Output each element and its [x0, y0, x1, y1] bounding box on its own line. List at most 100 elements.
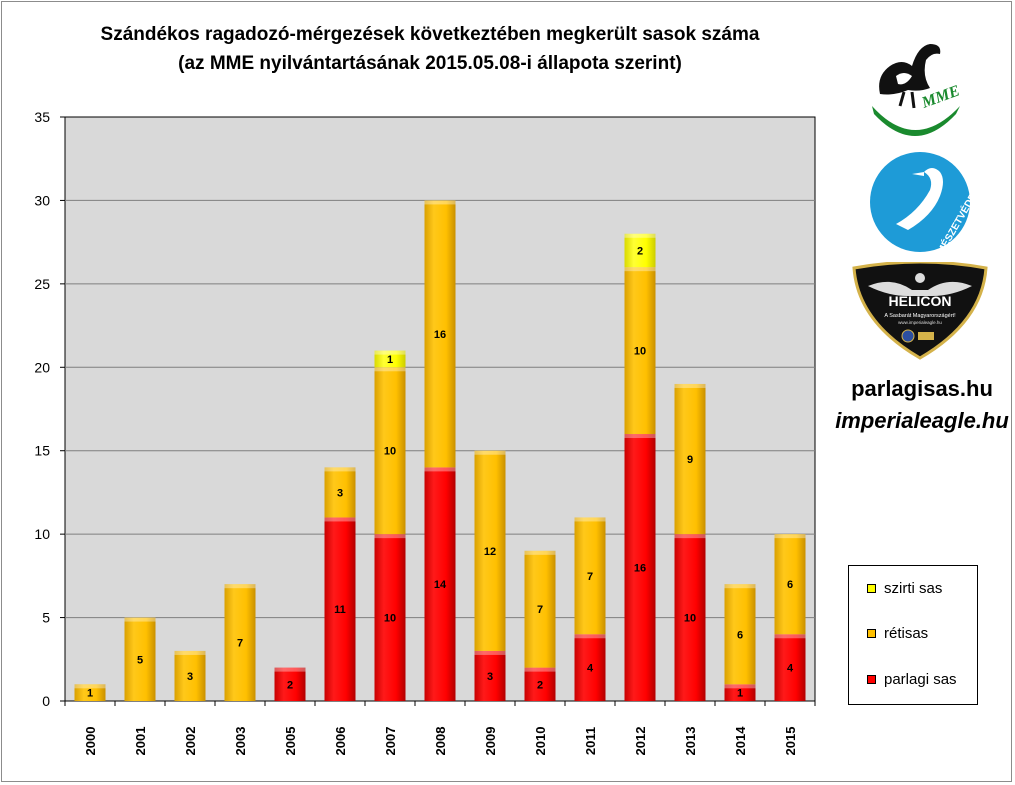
bar-segment-parlagi-sas-2010	[524, 667, 556, 701]
bar-segment-parlagi-sas-2006	[324, 517, 356, 701]
legend-swatch-szirti-sas	[867, 583, 876, 593]
bar-segment-retisas-2002	[174, 650, 206, 701]
bar-segment-szirti-sas-2012	[624, 233, 656, 268]
data-label-parlagi-sas-2013: 10	[684, 613, 696, 625]
mme-bird-legs	[898, 91, 916, 109]
data-label-retisas-2013: 9	[687, 454, 693, 466]
y-tick-label: 35	[34, 109, 50, 125]
y-tick-label: 0	[42, 693, 50, 709]
bar-retisas-2011	[574, 517, 606, 635]
chart-title: Szándékos ragadozó-mérgezések következté…	[40, 20, 820, 78]
legend-item-szirti-sas: szirti sas	[867, 578, 942, 598]
data-label-retisas-2006: 3	[337, 487, 343, 499]
x-tick-label-2001: 2001	[133, 727, 148, 756]
mme-green-arc	[872, 106, 960, 136]
bar-highlight	[374, 534, 406, 539]
site-link-parlagisas[interactable]: parlagisas.hu	[851, 376, 993, 401]
bar-retisas-2014	[724, 584, 756, 685]
bar-szirti-sas-2007	[374, 350, 406, 368]
bar-parlagi-sas-2007	[374, 534, 406, 701]
bar-segment-parlagi-sas-2012	[624, 434, 656, 701]
bar-parlagi-sas-2013	[674, 534, 706, 701]
bar-highlight	[424, 467, 456, 472]
bar-retisas-2007	[374, 367, 406, 535]
helicon-logo-text: HELICON	[889, 293, 952, 309]
bar-parlagi-sas-2008	[424, 467, 456, 701]
x-tick-label-2011: 2011	[583, 727, 598, 755]
legend-item-parlagi-sas: parlagi sas	[867, 669, 957, 689]
data-label-parlagi-sas-2009: 3	[487, 671, 493, 683]
bar-segment-retisas-2010	[524, 550, 556, 668]
x-tick-label-2013: 2013	[683, 727, 698, 756]
bar-segment-parlagi-sas-2015	[774, 634, 806, 701]
bar-highlight	[74, 684, 106, 689]
bar-segment-parlagi-sas-2011	[574, 634, 606, 701]
bar-highlight	[324, 517, 356, 522]
legend-label-parlagi-sas: parlagi sas	[884, 670, 957, 688]
x-tick-label-2000: 2000	[83, 727, 98, 756]
data-label-retisas-2011: 7	[587, 571, 593, 583]
bar-retisas-2003	[224, 584, 256, 701]
x-tick-label-2012: 2012	[633, 727, 648, 756]
bar-highlight	[574, 517, 606, 522]
bar-segment-retisas-2013	[674, 383, 706, 535]
legend-item-retisas: rétisas	[867, 623, 928, 643]
x-tick-label-2014: 2014	[733, 726, 748, 756]
bar-retisas-2009	[474, 450, 506, 651]
bar-highlight	[124, 617, 156, 622]
site-link-imperialeagle[interactable]: imperialeagle.hu	[835, 408, 1009, 433]
x-tick-label-2007: 2007	[383, 727, 398, 756]
data-label-retisas-2000: 1	[87, 688, 93, 700]
bar-parlagi-sas-2009	[474, 650, 506, 701]
bar-parlagi-sas-2005	[274, 667, 306, 701]
mme-bird-wing	[896, 73, 912, 85]
heron-logo-icon: TERMÉSZETVÉDELEM	[870, 152, 972, 254]
bar-parlagi-sas-2010	[524, 667, 556, 701]
data-label-parlagi-sas-2008: 14	[434, 579, 447, 591]
data-label-retisas-2008: 16	[434, 329, 446, 341]
bar-highlight	[374, 350, 406, 355]
bar-segment-parlagi-sas-2013	[674, 534, 706, 701]
y-tick-label: 15	[34, 443, 50, 459]
bar-retisas-2012	[624, 267, 656, 435]
x-tick-label-2009: 2009	[483, 727, 498, 756]
bar-highlight	[674, 383, 706, 388]
bar-highlight	[624, 233, 656, 238]
legend-label-retisas: rétisas	[884, 624, 929, 642]
eagle-shield-logo-icon: HELICON A Sasbarát Magyarországért! www.…	[852, 262, 988, 360]
helicon-logo-url: www.imperialeagle.hu	[898, 320, 942, 325]
x-tick-label-2008: 2008	[433, 727, 448, 756]
bar-parlagi-sas-2011	[574, 634, 606, 701]
y-tick-label: 25	[34, 276, 50, 292]
bar-segment-retisas-2001	[124, 617, 156, 701]
bar-retisas-2006	[324, 467, 356, 518]
bar-segment-parlagi-sas-2009	[474, 650, 506, 701]
bar-highlight	[724, 584, 756, 589]
y-tick-label: 20	[34, 359, 50, 375]
helicon-logo-subtext: A Sasbarát Magyarországért!	[884, 313, 956, 319]
mme-bird-logo-icon: MME	[872, 44, 962, 136]
data-label-parlagi-sas-2014: 1	[737, 688, 743, 700]
bar-segment-parlagi-sas-2007	[374, 534, 406, 701]
bar-highlight	[524, 667, 556, 672]
helicon-eagle-head	[915, 273, 925, 283]
bar-segment-retisas-2003	[224, 584, 256, 701]
y-tick-label: 30	[34, 192, 50, 208]
bar-highlight	[774, 534, 806, 539]
bar-highlight	[474, 450, 506, 455]
bar-retisas-2008	[424, 200, 456, 468]
bar-retisas-2010	[524, 550, 556, 668]
bar-segment-retisas-2006	[324, 467, 356, 518]
bar-parlagi-sas-2015	[774, 634, 806, 701]
data-label-retisas-2001: 5	[137, 654, 143, 666]
bar-parlagi-sas-2012	[624, 434, 656, 701]
heron-bird-shape	[896, 168, 943, 230]
helicon-partner-emblem	[918, 332, 934, 340]
data-label-retisas-2010: 7	[537, 604, 543, 616]
data-label-retisas-2003: 7	[237, 638, 243, 650]
bar-segment-retisas-2012	[624, 267, 656, 435]
legend: szirti sas rétisas parlagi sas	[848, 565, 978, 705]
bar-highlight	[624, 267, 656, 272]
